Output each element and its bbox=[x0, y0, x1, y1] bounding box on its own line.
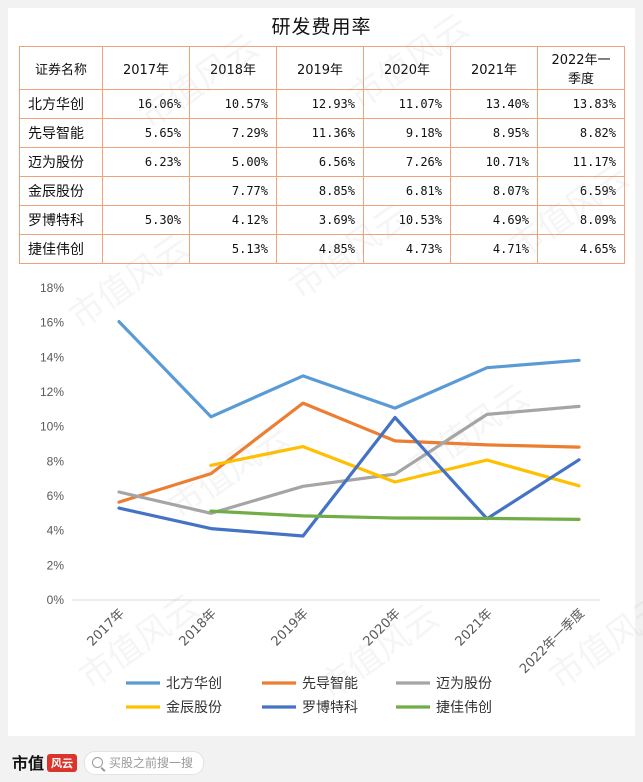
data-table: 证券名称 2017年 2018年 2019年 2020年 2021年 2022年一 季度 北方… bbox=[19, 46, 625, 264]
y-tick-label: 4% bbox=[47, 524, 65, 538]
table-cell-value: 4.65% bbox=[537, 234, 625, 264]
table-cell-value: 8.82% bbox=[537, 118, 625, 148]
chart-title: 研发费用率 bbox=[271, 16, 372, 38]
table-cell-value: 5.00% bbox=[189, 147, 277, 177]
table-cell-value: 10.53% bbox=[363, 205, 451, 235]
table-cell-value: 4.73% bbox=[363, 234, 451, 264]
table-header-col: 2017年 bbox=[102, 46, 190, 90]
table-cell-value: 7.26% bbox=[363, 147, 451, 177]
table-cell-value: 6.23% bbox=[102, 147, 190, 177]
table-row: 捷佳伟创 5.13% 4.85% 4.73% 4.71% 4.65% bbox=[19, 234, 625, 264]
table-cell-name: 捷佳伟创 bbox=[19, 234, 103, 264]
x-tick-label: 2019年 bbox=[269, 606, 312, 649]
table-header-col: 2018年 bbox=[189, 46, 277, 90]
table-cell-value: 8.95% bbox=[450, 118, 538, 148]
table-cell-name: 罗博特科 bbox=[19, 205, 103, 235]
table-cell-value: 11.17% bbox=[537, 147, 625, 177]
table-cell-value: 8.85% bbox=[276, 176, 364, 206]
y-tick-label: 18% bbox=[40, 281, 64, 295]
legend-label: 先导智能 bbox=[302, 676, 358, 692]
y-tick-label: 10% bbox=[40, 420, 64, 434]
table-cell-value: 13.83% bbox=[537, 89, 625, 119]
y-tick-label: 2% bbox=[47, 558, 65, 572]
table-cell-name: 迈为股份 bbox=[19, 147, 103, 177]
table-header-name: 证券名称 bbox=[19, 46, 103, 90]
table-cell-value: 4.12% bbox=[189, 205, 277, 235]
legend-label: 罗博特科 bbox=[302, 699, 358, 716]
table-row: 金辰股份 7.77% 8.85% 6.81% 8.07% 6.59% bbox=[19, 176, 625, 206]
y-tick-label: 8% bbox=[47, 454, 65, 468]
table-cell-value: 6.81% bbox=[363, 176, 451, 206]
table-row: 罗博特科 5.30% 4.12% 3.69% 10.53% 4.69% 8.09% bbox=[19, 205, 625, 235]
table-header-row: 证券名称 2017年 2018年 2019年 2020年 2021年 2022年一 季度 bbox=[19, 46, 625, 90]
table-cell-value: 4.85% bbox=[276, 234, 364, 264]
y-tick-label: 14% bbox=[40, 350, 64, 364]
table-cell-value: 4.69% bbox=[450, 205, 538, 235]
y-tick-label: 6% bbox=[47, 489, 65, 503]
table-cell-value: 4.71% bbox=[450, 234, 538, 264]
table-cell-value: 5.65% bbox=[102, 118, 190, 148]
table-cell-value: 16.06% bbox=[102, 89, 190, 119]
series-line bbox=[209, 509, 581, 521]
table-row: 北方华创 16.06% 10.57% 12.93% 11.07% 13.40% 13.83% bbox=[19, 89, 625, 119]
table-row: 迈为股份 6.23% 5.00% 6.56% 7.26% 10.71% 11.17% bbox=[19, 147, 625, 177]
x-tick-label: 2022年一季度 bbox=[516, 606, 587, 677]
table-cell-value: 6.56% bbox=[276, 147, 364, 177]
y-tick-label: 16% bbox=[40, 316, 64, 330]
series-line bbox=[209, 445, 581, 488]
table-cell-value: 10.71% bbox=[450, 147, 538, 177]
table-cell-value: 5.30% bbox=[102, 205, 190, 235]
table-cell-value: 13.40% bbox=[450, 89, 538, 119]
brand-mark: 风云 bbox=[47, 754, 78, 772]
y-tick-label: 0% bbox=[47, 593, 65, 607]
legend-label: 金辰股份 bbox=[166, 700, 222, 716]
table-row: 先导智能 5.65% 7.29% 11.36% 9.18% 8.95% 8.82% bbox=[19, 118, 625, 148]
table-header-col: 2020年 bbox=[363, 46, 451, 90]
x-tick-label: 2021年 bbox=[453, 606, 496, 649]
x-tick-label: 2020年 bbox=[361, 606, 404, 649]
brand-logo[interactable]: 市值 风云 bbox=[12, 750, 78, 774]
legend-label: 迈为股份 bbox=[436, 676, 492, 692]
table-header-col: 2019年 bbox=[276, 46, 364, 90]
table-cell-name: 北方华创 bbox=[19, 89, 103, 119]
table-cell-value: 11.36% bbox=[276, 118, 364, 148]
table-cell-value: 8.09% bbox=[537, 205, 625, 235]
table-header-col: 2022年一 季度 bbox=[537, 46, 625, 90]
table-cell-value: 5.13% bbox=[189, 234, 277, 264]
series-line bbox=[117, 320, 581, 419]
legend-label: 捷佳伟创 bbox=[436, 700, 492, 716]
table-cell-value: 8.07% bbox=[450, 176, 538, 206]
search-icon bbox=[92, 757, 103, 768]
y-tick-label: 12% bbox=[40, 385, 64, 399]
table-cell-value: 6.59% bbox=[537, 176, 625, 206]
brand-text: 市值 bbox=[12, 754, 45, 773]
table-cell-value: 11.07% bbox=[363, 89, 451, 119]
table-cell-value: 10.57% bbox=[189, 89, 277, 119]
table-cell-value bbox=[102, 234, 190, 264]
table-cell-value: 9.18% bbox=[363, 118, 451, 148]
series-line bbox=[117, 415, 581, 538]
legend-label: 北方华创 bbox=[166, 676, 222, 692]
x-tick-label: 2017年 bbox=[85, 606, 128, 649]
table-header-col: 2021年 bbox=[450, 46, 538, 90]
line-chart: 0% 2% 4% 6% 8% 10% 12% 14% 16% 18% 2017年 2018年 2019年… bbox=[40, 281, 600, 716]
table-cell-name: 金辰股份 bbox=[19, 176, 103, 206]
footer-bar: 市值 风云 买股之前搜一搜 bbox=[0, 740, 643, 782]
table-body: 北方华创 16.06% 10.57% 12.93% 11.07% 13.40% 13.83%… bbox=[19, 89, 625, 264]
search-box[interactable]: 买股之前搜一搜 bbox=[84, 751, 204, 775]
series-line bbox=[117, 401, 581, 504]
table-cell-value bbox=[102, 176, 190, 206]
table-cell-value: 7.29% bbox=[189, 118, 277, 148]
x-tick-label: 2018年 bbox=[177, 606, 220, 649]
table-cell-value: 3.69% bbox=[276, 205, 364, 235]
table-cell-value: 12.93% bbox=[276, 89, 364, 119]
table-cell-name: 先导智能 bbox=[19, 118, 103, 148]
series-line bbox=[117, 404, 581, 515]
table-cell-value: 7.77% bbox=[189, 176, 277, 206]
search-placeholder: 买股之前搜一搜 bbox=[109, 756, 194, 770]
